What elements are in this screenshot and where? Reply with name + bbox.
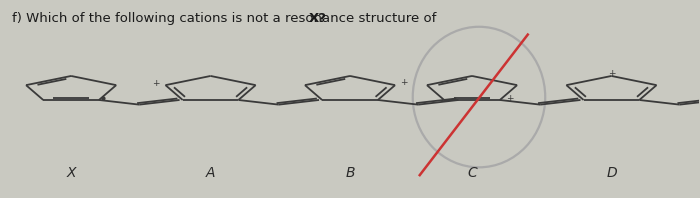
- Text: X: X: [66, 166, 76, 180]
- Text: A: A: [206, 166, 216, 180]
- Text: f) Which of the following cations is not a resonance structure of: f) Which of the following cations is not…: [12, 12, 440, 26]
- Text: +: +: [507, 94, 514, 103]
- Text: +: +: [152, 79, 160, 88]
- Text: C: C: [467, 166, 477, 180]
- Text: X?: X?: [309, 12, 327, 26]
- Text: +: +: [608, 69, 615, 78]
- Text: B: B: [345, 166, 355, 180]
- Text: D: D: [606, 166, 617, 180]
- Text: +: +: [400, 78, 407, 87]
